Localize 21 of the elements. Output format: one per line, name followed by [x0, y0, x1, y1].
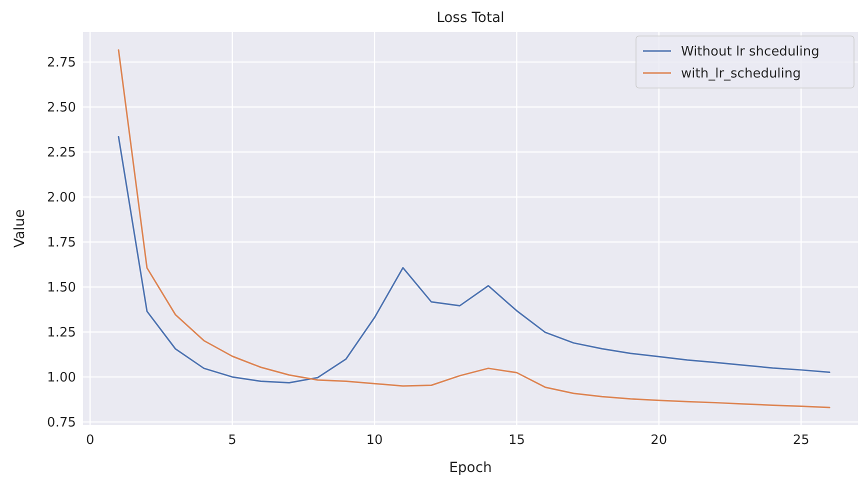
- y-axis-title: Value: [12, 209, 28, 248]
- x-tick-label: 5: [228, 433, 236, 448]
- legend-label: with_lr_scheduling: [681, 66, 801, 82]
- y-tick-label: 2.25: [47, 146, 76, 161]
- y-tick-label: 2.00: [47, 190, 76, 206]
- x-tick-label: 10: [366, 433, 383, 448]
- y-tick-label: 1.00: [47, 370, 76, 386]
- x-tick-label: 0: [86, 433, 94, 448]
- y-tick-label: 2.50: [47, 100, 76, 116]
- y-tick-label: 1.50: [47, 280, 76, 296]
- y-tick-label: 1.75: [47, 236, 76, 251]
- chart-title: Loss Total: [436, 10, 504, 26]
- x-tick-label: 20: [650, 433, 668, 448]
- y-tick-label: 2.75: [47, 56, 76, 71]
- y-tick-label: 1.25: [47, 326, 76, 341]
- line-series: [118, 136, 830, 384]
- x-axis-title: Epoch: [449, 460, 492, 476]
- legend-label: Without lr shceduling: [681, 44, 820, 60]
- y-tick-label: 0.75: [47, 415, 76, 430]
- x-tick-label: 25: [792, 433, 810, 448]
- x-tick-label: 15: [508, 433, 525, 448]
